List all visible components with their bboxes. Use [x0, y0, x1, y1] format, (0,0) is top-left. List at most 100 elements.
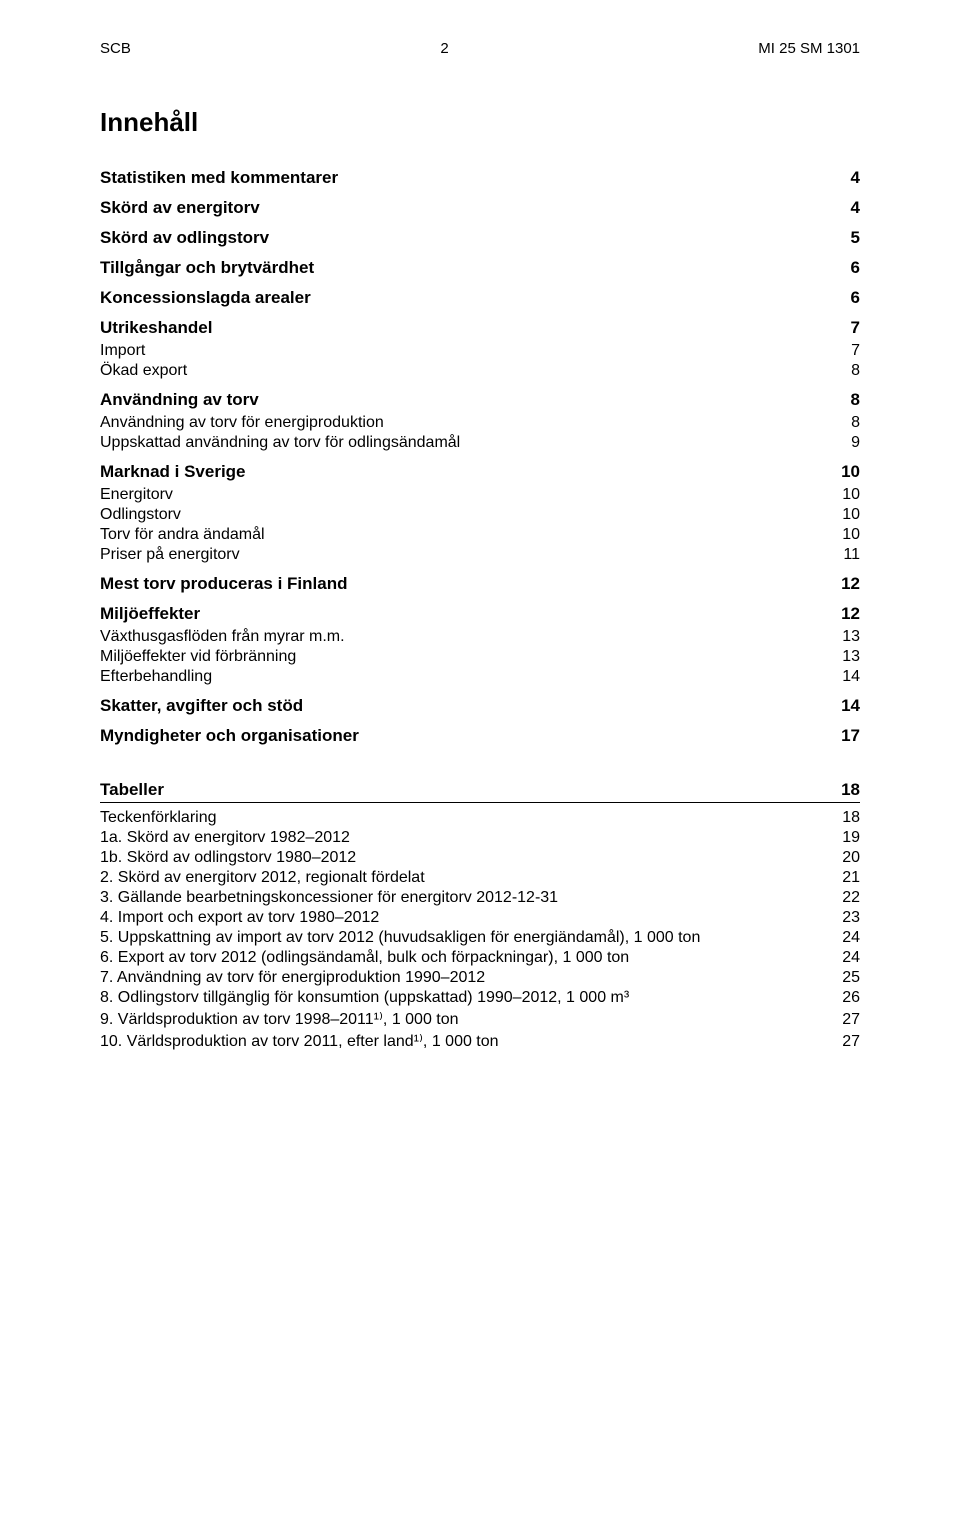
- toc-row: Odlingstorv10: [100, 506, 860, 524]
- toc-row: 1b. Skörd av odlingstorv 1980–201220: [100, 849, 860, 867]
- toc-page-number: 9: [851, 434, 860, 452]
- toc-page-number: 10: [841, 462, 860, 482]
- page-title: Innehåll: [100, 107, 860, 138]
- toc-row: Användning av torv för energiproduktion 8: [100, 414, 860, 432]
- toc-label: Statistiken med kommentarer: [100, 168, 338, 188]
- toc-page-number: 27: [842, 1011, 860, 1029]
- toc-row: Miljöeffekter 12: [100, 604, 860, 624]
- toc-label: 9. Världsproduktion av torv 1998–2011¹⁾,…: [100, 1009, 459, 1029]
- toc-label: 5. Uppskattning av import av torv 2012 (…: [100, 929, 700, 947]
- toc-page-number: 13: [842, 648, 860, 666]
- toc-page-number: 10: [842, 486, 860, 504]
- toc-page-number: 11: [843, 546, 860, 564]
- toc-row: Skörd av energitorv 4: [100, 198, 860, 218]
- toc-label: Mest torv produceras i Finland: [100, 574, 348, 594]
- section-divider: [100, 802, 860, 803]
- toc-page-number: 25: [842, 969, 860, 987]
- toc-label: Tillgångar och brytvärdhet: [100, 258, 314, 278]
- toc-page-number: 8: [851, 414, 860, 432]
- toc-label: 10. Världsproduktion av torv 2011, efter…: [100, 1031, 499, 1051]
- toc-label: Miljöeffekter: [100, 604, 200, 624]
- toc-label: 3. Gällande bearbetningskoncessioner för…: [100, 889, 558, 907]
- toc-section-header-label: Tabeller: [100, 780, 164, 800]
- toc-label: Teckenförklaring: [100, 809, 217, 827]
- toc-row: Skatter, avgifter och stöd 14: [100, 696, 860, 716]
- toc-row: Mest torv produceras i Finland12: [100, 574, 860, 594]
- toc-row: 6. Export av torv 2012 (odlingsändamål, …: [100, 949, 860, 967]
- toc-row: Efterbehandling 14: [100, 668, 860, 686]
- toc-label: Användning av torv: [100, 390, 259, 410]
- toc-row: Torv för andra ändamål 10: [100, 526, 860, 544]
- toc-section: Statistiken med kommentarer4Skörd av ene…: [100, 168, 860, 746]
- toc-row: Tillgångar och brytvärdhet6: [100, 258, 860, 278]
- toc-label: Efterbehandling: [100, 668, 212, 686]
- toc-label: Skörd av odlingstorv: [100, 228, 269, 248]
- toc-label: Utrikeshandel: [100, 318, 212, 338]
- toc-page-number: 10: [842, 526, 860, 544]
- toc-page-number: 4: [851, 198, 860, 218]
- toc-page-number: 27: [842, 1033, 860, 1051]
- toc-row: 8. Odlingstorv tillgänglig för konsumtio…: [100, 989, 860, 1007]
- toc-page-number: 4: [851, 168, 860, 188]
- toc-row: Priser på energitorv11: [100, 546, 860, 564]
- toc-label: 8. Odlingstorv tillgänglig för konsumtio…: [100, 989, 629, 1007]
- toc-label: Uppskattad användning av torv för odling…: [100, 434, 460, 452]
- toc-page-number: 8: [851, 390, 860, 410]
- toc-row: 5. Uppskattning av import av torv 2012 (…: [100, 929, 860, 947]
- toc-label: Skörd av energitorv: [100, 198, 260, 218]
- toc-label: Användning av torv för energiproduktion: [100, 414, 384, 432]
- toc-label: Marknad i Sverige: [100, 462, 246, 482]
- toc-label: Skatter, avgifter och stöd: [100, 696, 303, 716]
- toc-page-number: 13: [842, 628, 860, 646]
- toc-section-header: Tabeller18: [100, 780, 860, 800]
- toc-label: 7. Användning av torv för energiprodukti…: [100, 969, 485, 987]
- toc-label: Import: [100, 342, 145, 360]
- toc-page-number: 18: [842, 809, 860, 827]
- toc-row: Koncessionslagda arealer 6: [100, 288, 860, 308]
- toc-page-number: 24: [842, 949, 860, 967]
- toc-page-number: 14: [841, 696, 860, 716]
- toc-page-number: 5: [851, 228, 860, 248]
- toc-page-number: 8: [851, 362, 860, 380]
- toc-row: Uppskattad användning av torv för odling…: [100, 434, 860, 452]
- toc-row: Statistiken med kommentarer 4: [100, 168, 860, 188]
- toc-row: Import 7: [100, 342, 860, 360]
- toc-page-number: 21: [842, 869, 860, 887]
- toc-page-number: 12: [841, 604, 860, 624]
- toc-page-number: 6: [851, 288, 860, 308]
- toc-page-number: 19: [842, 829, 860, 847]
- toc-label: 1a. Skörd av energitorv 1982–2012: [100, 829, 350, 847]
- toc-page-number: 20: [842, 849, 860, 867]
- toc-label: Växthusgasflöden från myrar m.m.: [100, 628, 345, 646]
- header-center: 2: [440, 40, 448, 57]
- header-right: MI 25 SM 1301: [758, 40, 860, 57]
- toc-row: 7. Användning av torv för energiprodukti…: [100, 969, 860, 987]
- toc-row: 9. Världsproduktion av torv 1998–2011¹⁾,…: [100, 1009, 860, 1029]
- toc-row: Användning av torv 8: [100, 390, 860, 410]
- toc-page-number: 14: [842, 668, 860, 686]
- header-left: SCB: [100, 40, 131, 57]
- toc-label: Torv för andra ändamål: [100, 526, 265, 544]
- toc-page-number: 24: [842, 929, 860, 947]
- toc-row: Ökad export8: [100, 362, 860, 380]
- toc-page-number: 22: [842, 889, 860, 907]
- table-of-contents: Statistiken med kommentarer4Skörd av ene…: [100, 168, 860, 1051]
- toc-label: Myndigheter och organisationer: [100, 726, 359, 746]
- toc-row: Skörd av odlingstorv 5: [100, 228, 860, 248]
- toc-row: Teckenförklaring 18: [100, 809, 860, 827]
- toc-row: 4. Import och export av torv 1980–2012 23: [100, 909, 860, 927]
- toc-page-number: 7: [851, 318, 860, 338]
- toc-label: Koncessionslagda arealer: [100, 288, 311, 308]
- toc-row: Marknad i Sverige 10: [100, 462, 860, 482]
- toc-label: Energitorv: [100, 486, 173, 504]
- toc-page-number: 10: [842, 506, 860, 524]
- toc-label: 6. Export av torv 2012 (odlingsändamål, …: [100, 949, 629, 967]
- toc-page-number: 23: [842, 909, 860, 927]
- toc-page-number: 26: [842, 989, 860, 1007]
- toc-page-number: 7: [851, 342, 860, 360]
- toc-row: 10. Världsproduktion av torv 2011, efter…: [100, 1031, 860, 1051]
- toc-section: Tabeller18 Teckenförklaring 18 1a. Skörd av…: [100, 780, 860, 1051]
- toc-label: 2. Skörd av energitorv 2012, regionalt f…: [100, 869, 425, 887]
- toc-row: Utrikeshandel 7: [100, 318, 860, 338]
- toc-label: 4. Import och export av torv 1980–2012: [100, 909, 379, 927]
